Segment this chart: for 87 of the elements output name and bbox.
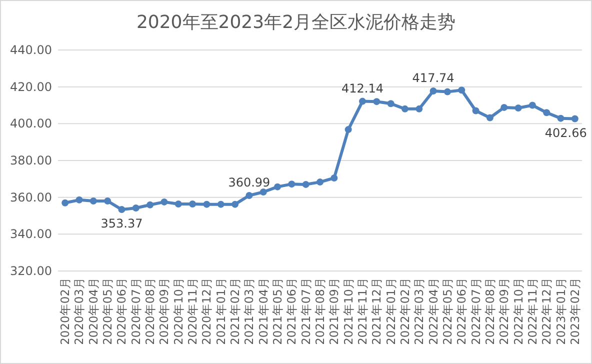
point: [557, 114, 564, 122]
x-tick-label: 2021年07月: [298, 277, 313, 345]
point: [132, 204, 140, 212]
x-tick-label: 2022年04月: [426, 277, 440, 345]
point: [90, 198, 97, 205]
point: [260, 188, 267, 196]
point: [146, 201, 154, 208]
point: [246, 192, 253, 200]
y-tick-label: 400.00: [10, 116, 52, 131]
x-tick-label: 2022年01月: [384, 277, 398, 345]
point: [401, 105, 408, 112]
point: [373, 98, 380, 106]
y-tick-label: 380.00: [10, 154, 52, 168]
x-tick-label: 2020年09月: [157, 277, 172, 345]
point: [288, 180, 296, 188]
x-tick-label: 2023年01月: [554, 277, 568, 345]
point: [344, 126, 352, 134]
point: [316, 178, 324, 186]
y-tick-label: 360.00: [10, 190, 52, 204]
x-tick-label: 2020年11月: [186, 277, 200, 345]
point: [62, 199, 69, 206]
x-tick-label: 2021年02月: [228, 277, 242, 345]
point: [160, 198, 168, 206]
x-tick-label: 2020年04月: [86, 277, 100, 345]
data-label: 402.66: [544, 126, 587, 140]
point: [118, 206, 126, 214]
y-tick-label: 440.00: [10, 43, 52, 57]
x-tick-label: 2021年08月: [313, 277, 327, 345]
chart-title: 2020年至2023年2月全区水泥价格走势: [136, 12, 456, 33]
point: [330, 174, 338, 182]
x-tick-label: 2020年10月: [171, 277, 186, 345]
x-tick-label: 2022年05月: [440, 277, 454, 345]
x-tick-label: 2021年06月: [284, 277, 299, 345]
x-tick-label: 2020年02月: [58, 277, 72, 345]
x-tick-label: 2022年06月: [454, 277, 469, 345]
x-tick-label: 2021年09月: [327, 277, 342, 345]
point: [543, 109, 550, 116]
x-tick-label: 2022年08月: [482, 277, 497, 345]
x-tick-label: 2021年12月: [370, 277, 384, 345]
point: [189, 200, 196, 208]
x-tick-label: 2023年02月: [568, 277, 582, 345]
point: [217, 200, 224, 208]
x-tick-label: 2021年04月: [256, 277, 270, 345]
x-tick-label: 2021年10月: [341, 277, 356, 345]
x-tick-label: 2020年06月: [114, 277, 129, 345]
x-tick-label: 2020年03月: [72, 277, 86, 345]
x-tick-label: 2021年11月: [355, 277, 370, 345]
x-tick-label: 2021年05月: [270, 277, 285, 345]
x-tick-label: 2021年01月: [214, 277, 228, 345]
point: [571, 115, 578, 122]
point: [76, 196, 83, 204]
x-tick-label: 2020年07月: [128, 277, 143, 345]
point: [458, 86, 466, 94]
point: [444, 88, 451, 96]
point: [174, 200, 182, 208]
point: [514, 104, 522, 112]
point: [430, 87, 437, 94]
data-label: 360.99: [228, 176, 270, 190]
x-tick-label: 2021年03月: [242, 277, 256, 345]
data-label: 412.14: [341, 81, 384, 96]
point: [274, 183, 282, 190]
x-tick-label: 2020年05月: [100, 277, 115, 345]
point: [500, 104, 508, 111]
point: [472, 107, 480, 114]
y-tick-label: 340.00: [10, 227, 52, 242]
point: [528, 102, 536, 109]
x-tick-label: 2022年02月: [398, 277, 412, 345]
point: [358, 98, 366, 105]
y-tick-label: 420.00: [10, 80, 52, 94]
point: [387, 100, 394, 108]
point: [203, 200, 210, 208]
point: [416, 105, 423, 112]
x-tick-label: 2022年09月: [497, 277, 512, 345]
point: [486, 114, 494, 122]
point: [302, 180, 310, 188]
x-tick-label: 2022年03月: [412, 277, 426, 345]
x-tick-label: 2020年08月: [143, 277, 158, 345]
point: [232, 200, 239, 208]
x-tick-label: 2022年12月: [540, 277, 554, 345]
data-label: 353.37: [100, 216, 143, 231]
x-tick-label: 2022年10月: [511, 277, 526, 345]
point: [104, 198, 112, 205]
data-label: 417.74: [412, 70, 454, 85]
x-tick-label: 2020年12月: [200, 277, 214, 345]
x-tick-label: 2022年07月: [468, 277, 483, 345]
x-tick-label: 2022年11月: [525, 277, 540, 345]
y-tick-label: 320.00: [10, 264, 52, 278]
